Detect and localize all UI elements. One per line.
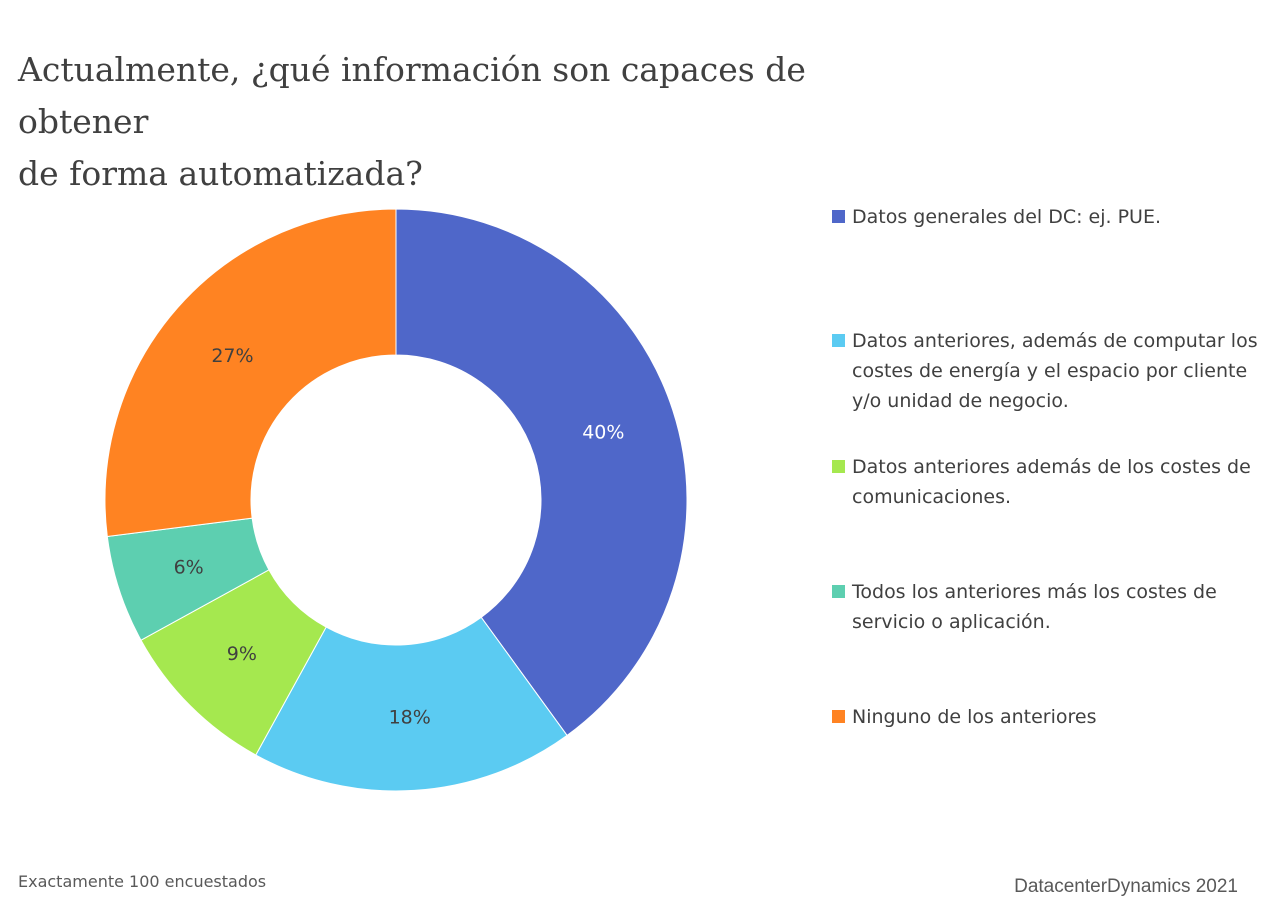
legend-label-2: Datos anteriores, además de computar los… <box>852 330 1258 412</box>
donut-slice-1-label: 40% <box>582 422 624 444</box>
legend-label-5: Ninguno de los anteriores <box>852 706 1097 728</box>
legend-label-1: Datos generales del DC: ej. PUE. <box>852 206 1161 228</box>
chart-title: Actualmente, ¿qué información son capace… <box>18 44 918 200</box>
donut-slice-4-label: 6% <box>174 556 204 578</box>
respondents-footnote: Exactamente 100 encuestados <box>18 872 267 891</box>
donut-slice-5-label: 27% <box>211 345 253 367</box>
donut-slice-2-label: 18% <box>389 707 431 729</box>
legend-swatch-1 <box>832 210 845 223</box>
legend-swatch-2 <box>832 334 845 347</box>
source-credit: DatacenterDynamics 2021 <box>1014 876 1238 897</box>
donut-slice-2 <box>255 616 568 792</box>
chart-title-line-2: de forma automatizada? <box>18 154 423 193</box>
donut-slice-5 <box>104 208 397 538</box>
legend-label-3: Datos anteriores además de los costes de… <box>852 456 1251 508</box>
donut-slice-1 <box>395 208 688 737</box>
legend-swatch-3 <box>832 460 845 473</box>
legend-swatch-5 <box>832 710 845 723</box>
donut-chart: 40% 18% 9% 6% 27% <box>104 208 688 792</box>
legend-label-4: Todos los anteriores más los costes de s… <box>852 581 1217 633</box>
legend-swatch-4 <box>832 585 845 598</box>
chart-title-line-1: Actualmente, ¿qué información son capace… <box>18 50 806 141</box>
donut-slice-3-label: 9% <box>227 643 257 665</box>
